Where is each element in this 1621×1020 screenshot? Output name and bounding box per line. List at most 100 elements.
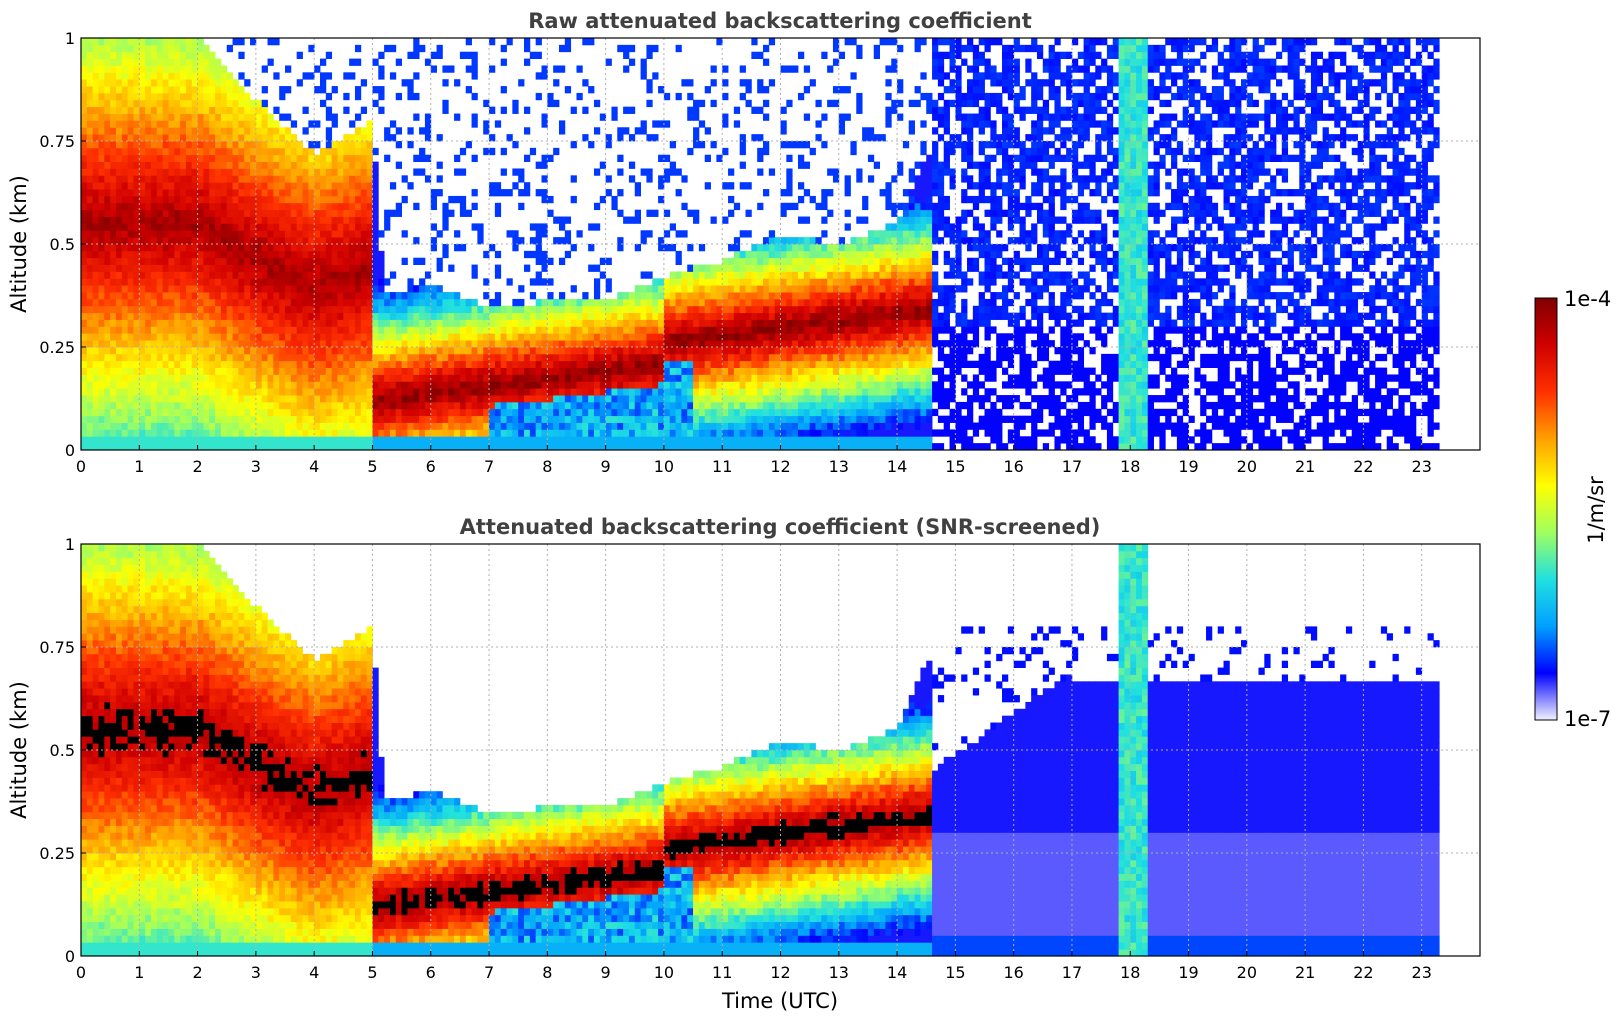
heatmap-cell bbox=[115, 292, 123, 300]
heatmap-cell bbox=[780, 374, 787, 382]
heatmap-cell bbox=[524, 312, 531, 320]
heatmap-cell bbox=[86, 58, 94, 66]
heatmap-cell bbox=[191, 189, 198, 197]
heatmap-cell bbox=[174, 113, 181, 121]
heatmap-cell bbox=[366, 141, 373, 149]
heatmap-cell bbox=[360, 271, 368, 279]
heatmap-cell bbox=[349, 237, 356, 245]
heatmap-cell bbox=[150, 189, 158, 197]
heatmap-cell bbox=[145, 175, 152, 183]
heatmap-cell bbox=[250, 408, 257, 417]
heatmap-cell bbox=[349, 422, 356, 430]
heatmap-cell bbox=[244, 264, 251, 272]
heatmap-cell bbox=[337, 408, 344, 417]
heatmap-cell bbox=[296, 374, 303, 382]
heatmap-cell bbox=[763, 298, 770, 307]
heatmap-cell bbox=[646, 51, 653, 59]
heatmap-cell bbox=[763, 360, 770, 368]
heatmap-cell bbox=[623, 401, 630, 410]
heatmap-cell bbox=[255, 216, 263, 224]
heatmap-cell bbox=[273, 312, 280, 320]
heatmap-cell bbox=[203, 99, 210, 108]
heatmap-cell bbox=[465, 86, 472, 94]
heatmap-cell bbox=[267, 408, 274, 417]
heatmap-cell bbox=[121, 422, 129, 430]
heatmap-cell bbox=[669, 298, 676, 307]
heatmap-cell bbox=[226, 106, 233, 114]
heatmap-cell bbox=[372, 422, 379, 430]
heatmap-cell bbox=[209, 202, 216, 211]
heatmap-cell bbox=[733, 381, 741, 389]
heatmap-cell bbox=[133, 106, 140, 114]
heatmap-cell bbox=[267, 429, 274, 437]
heatmap-cell bbox=[366, 415, 373, 423]
heatmap-cell bbox=[728, 326, 735, 334]
heatmap-cell bbox=[185, 381, 193, 389]
heatmap-cell bbox=[150, 319, 158, 327]
heatmap-cell bbox=[570, 443, 577, 450]
heatmap-cell bbox=[401, 79, 408, 87]
heatmap-cell bbox=[535, 443, 542, 450]
heatmap-cell bbox=[308, 388, 315, 396]
heatmap-cell bbox=[576, 408, 583, 417]
heatmap-cell bbox=[763, 367, 770, 375]
heatmap-cell bbox=[180, 381, 187, 389]
heatmap-cell bbox=[558, 340, 566, 348]
heatmap-cell bbox=[628, 161, 636, 169]
heatmap-cell bbox=[745, 381, 752, 389]
heatmap-cell bbox=[477, 395, 484, 403]
heatmap-cell bbox=[395, 401, 402, 410]
heatmap-cell bbox=[285, 401, 292, 410]
heatmap-cell bbox=[92, 250, 99, 259]
heatmap-cell bbox=[180, 106, 187, 114]
heatmap-cell bbox=[320, 79, 327, 87]
heatmap-cell bbox=[320, 422, 327, 430]
heatmap-cell bbox=[139, 72, 146, 80]
heatmap-cell bbox=[628, 347, 636, 355]
heatmap-cell bbox=[354, 347, 362, 355]
heatmap-cell bbox=[290, 154, 298, 162]
heatmap-cell bbox=[162, 182, 169, 190]
heatmap-cell bbox=[704, 408, 711, 417]
heatmap-cell bbox=[652, 285, 659, 293]
heatmap-cell bbox=[244, 292, 251, 300]
heatmap-cell bbox=[628, 106, 636, 114]
heatmap-cell bbox=[506, 319, 513, 327]
heatmap-cell bbox=[104, 65, 111, 73]
heatmap-cell bbox=[558, 65, 566, 73]
heatmap-cell bbox=[168, 367, 175, 375]
heatmap-cell bbox=[98, 360, 105, 368]
heatmap-cell bbox=[104, 326, 111, 334]
heatmap-cell bbox=[535, 429, 542, 437]
heatmap-cell bbox=[150, 422, 158, 430]
heatmap-cell bbox=[454, 408, 461, 417]
heatmap-cell bbox=[617, 381, 624, 389]
heatmap-cell bbox=[185, 237, 193, 245]
heatmap-cell bbox=[728, 374, 735, 382]
heatmap-cell bbox=[698, 415, 706, 423]
heatmap-cell bbox=[459, 443, 467, 450]
heatmap-cell bbox=[273, 237, 280, 245]
heatmap-cell bbox=[658, 154, 665, 162]
heatmap-cell bbox=[168, 147, 175, 156]
heatmap-cell bbox=[203, 86, 210, 94]
heatmap-cell bbox=[588, 141, 595, 149]
heatmap-cell bbox=[366, 182, 373, 190]
heatmap-cell bbox=[250, 244, 257, 252]
heatmap-cell bbox=[238, 72, 245, 80]
heatmap-cell bbox=[593, 333, 601, 341]
heatmap-cell bbox=[774, 305, 781, 314]
heatmap-cell bbox=[273, 367, 280, 375]
heatmap-cell bbox=[81, 202, 88, 211]
heatmap-cell bbox=[203, 230, 210, 238]
heatmap-cell bbox=[127, 168, 134, 176]
heatmap-cell bbox=[768, 367, 776, 375]
heatmap-cell bbox=[121, 415, 129, 423]
heatmap-cell bbox=[331, 401, 338, 410]
heatmap-cell bbox=[669, 161, 676, 169]
heatmap-cell bbox=[104, 141, 111, 149]
heatmap-cell bbox=[285, 154, 292, 162]
heatmap-cell bbox=[209, 134, 216, 142]
heatmap-cell bbox=[81, 388, 88, 396]
heatmap-cell bbox=[535, 312, 542, 320]
